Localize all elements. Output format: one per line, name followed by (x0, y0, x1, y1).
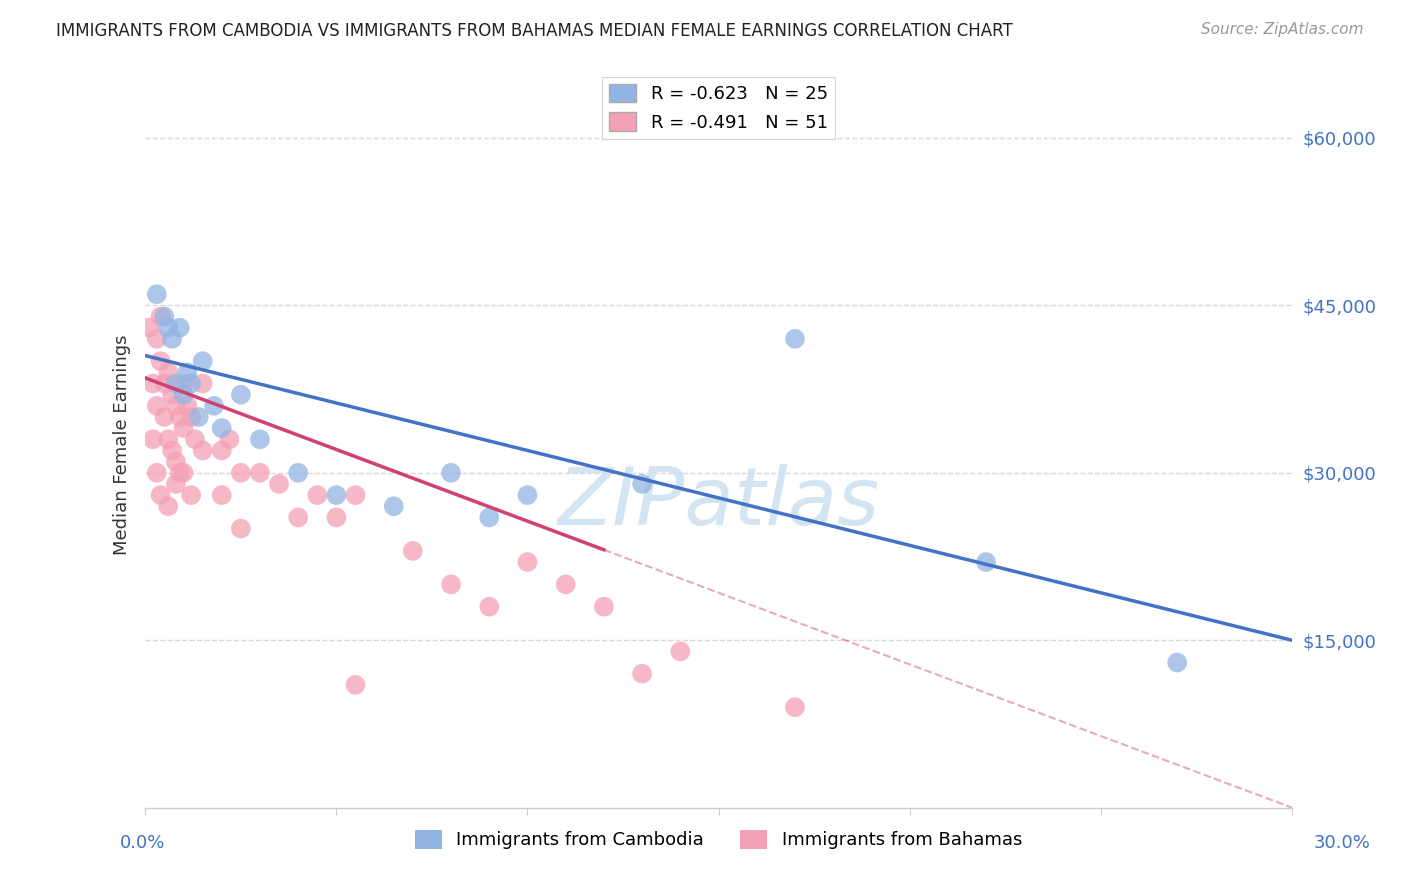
Point (516, 555, 538, 569)
Point (211, 488, 233, 502)
Point (191, 443, 214, 458)
Point (169, 409, 191, 424)
Point (138, 320, 160, 334)
Point (218, 432, 240, 446)
Point (149, 354, 172, 368)
Point (267, 477, 290, 491)
Point (325, 510, 347, 524)
Point (229, 466, 252, 480)
Point (382, 500, 405, 514)
Point (669, 644, 692, 658)
Y-axis label: Median Female Earnings: Median Female Earnings (114, 334, 131, 555)
Point (176, 365, 198, 379)
Point (160, 332, 183, 346)
Point (516, 488, 538, 502)
Text: Source: ZipAtlas.com: Source: ZipAtlas.com (1201, 22, 1364, 37)
Point (146, 287, 169, 301)
Point (153, 310, 176, 324)
Point (307, 488, 329, 502)
Point (173, 376, 195, 391)
Point (146, 466, 169, 480)
Point (153, 409, 176, 424)
Point (153, 376, 176, 391)
Point (229, 387, 252, 401)
Point (165, 477, 187, 491)
Text: 0.0%: 0.0% (120, 834, 165, 852)
Point (149, 310, 172, 324)
Point (180, 376, 202, 391)
Point (157, 365, 180, 379)
Point (169, 466, 191, 480)
Point (783, 332, 806, 346)
Point (344, 678, 367, 692)
Point (249, 432, 271, 446)
Point (146, 332, 169, 346)
Point (165, 455, 187, 469)
Point (229, 522, 252, 536)
Point (173, 421, 195, 435)
Point (180, 488, 202, 502)
Point (187, 409, 209, 424)
Point (176, 399, 198, 413)
Point (402, 544, 425, 558)
Point (165, 376, 187, 391)
Point (142, 432, 165, 446)
Point (191, 376, 214, 391)
Point (142, 376, 165, 391)
Point (344, 488, 367, 502)
Point (440, 466, 463, 480)
Point (631, 666, 654, 681)
Point (165, 399, 187, 413)
Point (478, 510, 501, 524)
Point (783, 700, 806, 714)
Point (249, 466, 271, 480)
Point (974, 555, 997, 569)
Point (191, 354, 214, 368)
Point (478, 599, 501, 614)
Point (554, 577, 576, 591)
Point (180, 409, 202, 424)
Text: 30.0%: 30.0% (1315, 834, 1371, 852)
Point (157, 432, 180, 446)
Point (211, 421, 233, 435)
Point (287, 466, 309, 480)
Point (593, 599, 616, 614)
Point (1166, 656, 1188, 670)
Point (149, 488, 172, 502)
Point (202, 399, 225, 413)
Point (173, 466, 195, 480)
Point (146, 399, 169, 413)
Point (157, 320, 180, 334)
Legend: R = -0.623   N = 25, R = -0.491   N = 51: R = -0.623 N = 25, R = -0.491 N = 51 (602, 77, 835, 139)
Text: ZIPatlas: ZIPatlas (558, 464, 880, 542)
Text: IMMIGRANTS FROM CAMBODIA VS IMMIGRANTS FROM BAHAMAS MEDIAN FEMALE EARNINGS CORRE: IMMIGRANTS FROM CAMBODIA VS IMMIGRANTS F… (56, 22, 1012, 40)
Point (325, 488, 347, 502)
Point (160, 387, 183, 401)
Point (287, 510, 309, 524)
Point (169, 320, 191, 334)
Point (160, 443, 183, 458)
Point (631, 477, 654, 491)
Point (440, 577, 463, 591)
Point (157, 500, 180, 514)
Point (184, 432, 207, 446)
Point (211, 443, 233, 458)
Point (173, 387, 195, 401)
